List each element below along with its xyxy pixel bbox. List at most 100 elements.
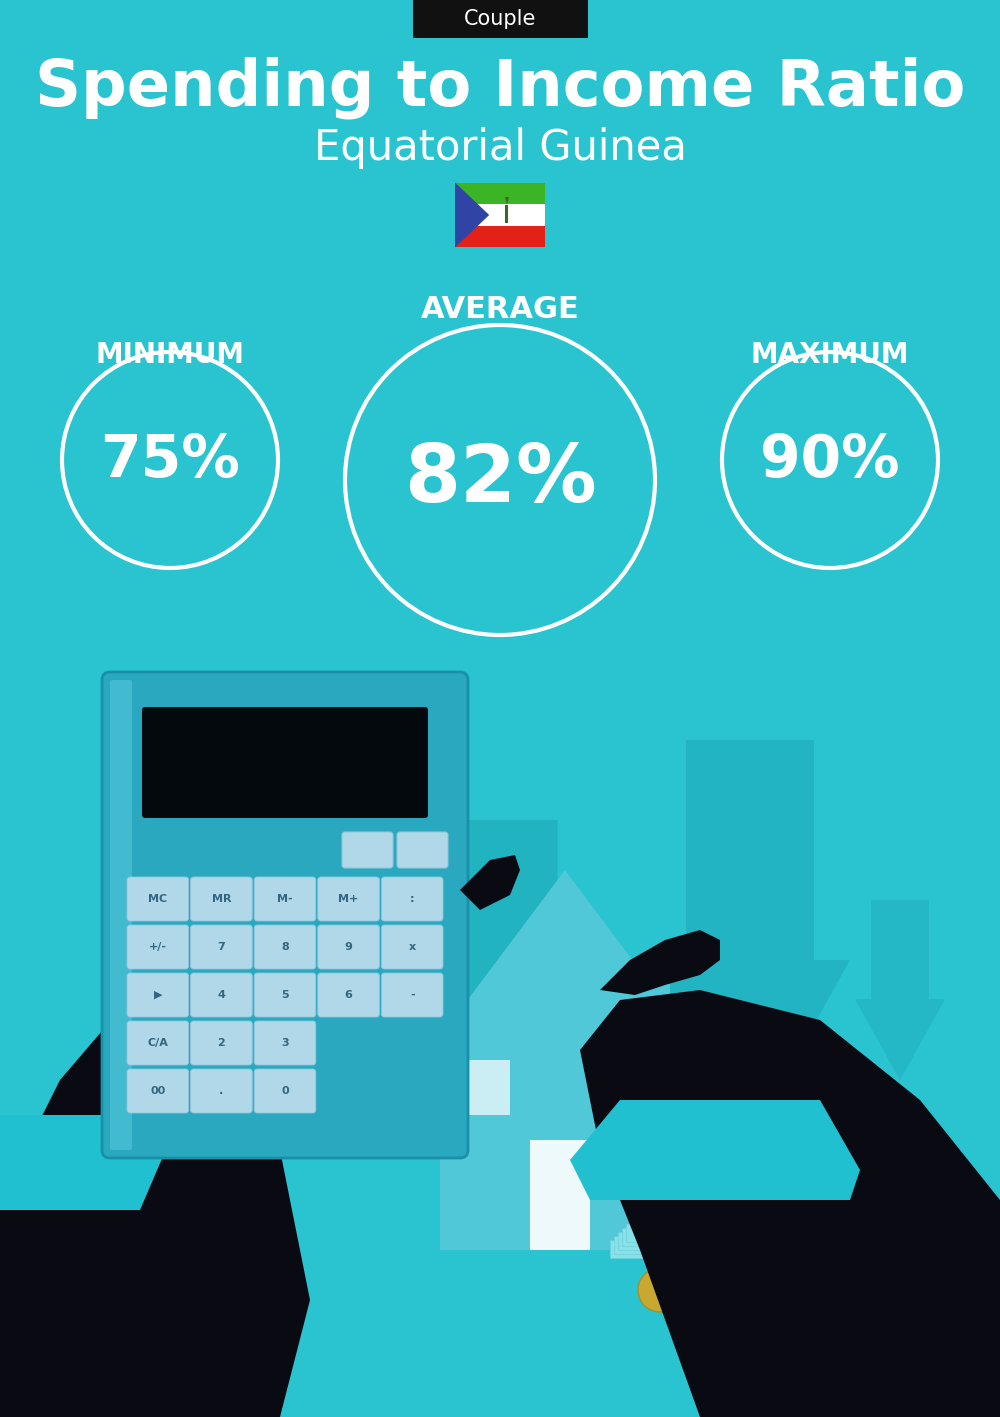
Bar: [145, 710, 425, 720]
Circle shape: [700, 1280, 730, 1309]
Bar: [145, 752, 425, 762]
FancyBboxPatch shape: [102, 672, 468, 1158]
Bar: [455, 204, 545, 225]
Text: Equatorial Guinea: Equatorial Guinea: [314, 128, 686, 169]
Bar: [413, 0, 588, 38]
FancyBboxPatch shape: [127, 973, 189, 1017]
Polygon shape: [410, 820, 590, 1129]
Text: 2: 2: [218, 1039, 225, 1049]
FancyBboxPatch shape: [254, 1068, 316, 1112]
Text: Spending to Income Ratio: Spending to Income Ratio: [35, 57, 965, 119]
Text: 7: 7: [218, 942, 225, 952]
Bar: [145, 731, 425, 741]
FancyBboxPatch shape: [397, 832, 448, 869]
Text: 82%: 82%: [404, 441, 596, 519]
Polygon shape: [505, 197, 509, 205]
Polygon shape: [580, 990, 1000, 1417]
Bar: [622, 1229, 782, 1246]
Text: 75%: 75%: [100, 432, 240, 489]
Text: Couple: Couple: [464, 9, 536, 28]
FancyBboxPatch shape: [254, 973, 316, 1017]
FancyBboxPatch shape: [318, 973, 379, 1017]
Text: MR: MR: [212, 894, 231, 904]
Text: 9: 9: [345, 942, 353, 952]
Ellipse shape: [640, 1119, 750, 1240]
Text: .: .: [219, 1085, 224, 1095]
Text: 00: 00: [150, 1085, 165, 1095]
Bar: [530, 1141, 590, 1250]
Text: M-: M-: [277, 894, 293, 904]
Text: MC: MC: [148, 894, 167, 904]
Ellipse shape: [788, 1124, 832, 1156]
Ellipse shape: [720, 1135, 900, 1325]
Circle shape: [672, 1282, 708, 1318]
FancyBboxPatch shape: [110, 680, 132, 1151]
Text: 6: 6: [345, 990, 353, 1000]
Polygon shape: [460, 854, 520, 910]
Polygon shape: [120, 945, 275, 1024]
Bar: [610, 1240, 770, 1258]
Bar: [145, 774, 425, 784]
Text: -: -: [410, 990, 415, 1000]
Circle shape: [638, 1268, 682, 1312]
Bar: [145, 794, 425, 805]
Text: C/A: C/A: [147, 1039, 168, 1049]
Text: 5: 5: [281, 990, 289, 1000]
Polygon shape: [0, 1000, 310, 1417]
FancyBboxPatch shape: [127, 925, 189, 969]
Bar: [145, 805, 425, 815]
FancyBboxPatch shape: [127, 877, 189, 921]
Text: 0: 0: [281, 1085, 289, 1095]
FancyBboxPatch shape: [318, 877, 379, 921]
Text: MINIMUM: MINIMUM: [96, 341, 244, 368]
Polygon shape: [650, 740, 850, 1141]
Text: MAXIMUM: MAXIMUM: [751, 341, 909, 368]
FancyBboxPatch shape: [381, 973, 443, 1017]
FancyBboxPatch shape: [342, 832, 393, 869]
Bar: [640, 971, 670, 1056]
Ellipse shape: [680, 1110, 710, 1131]
FancyBboxPatch shape: [254, 925, 316, 969]
Text: 4: 4: [217, 990, 225, 1000]
Bar: [145, 741, 425, 752]
FancyBboxPatch shape: [318, 925, 379, 969]
Text: $: $: [684, 1170, 706, 1200]
Text: 3: 3: [281, 1039, 289, 1049]
FancyBboxPatch shape: [127, 1022, 189, 1066]
FancyBboxPatch shape: [191, 925, 252, 969]
FancyBboxPatch shape: [381, 925, 443, 969]
FancyBboxPatch shape: [254, 877, 316, 921]
Polygon shape: [0, 1115, 170, 1210]
FancyBboxPatch shape: [191, 1022, 252, 1066]
Bar: [145, 784, 425, 794]
Bar: [455, 225, 545, 248]
Text: x: x: [409, 942, 416, 952]
Bar: [618, 1231, 778, 1250]
Text: +/-: +/-: [149, 942, 167, 952]
Bar: [145, 762, 425, 774]
FancyBboxPatch shape: [191, 1068, 252, 1112]
Bar: [440, 1050, 690, 1250]
FancyBboxPatch shape: [142, 707, 428, 818]
Text: 8: 8: [281, 942, 289, 952]
FancyBboxPatch shape: [127, 1068, 189, 1112]
FancyBboxPatch shape: [254, 1022, 316, 1066]
Text: 90%: 90%: [760, 432, 900, 489]
Polygon shape: [855, 900, 945, 1080]
FancyBboxPatch shape: [191, 877, 252, 921]
Text: M+: M+: [338, 894, 359, 904]
Text: :: :: [410, 894, 414, 904]
Bar: [505, 205, 508, 222]
Text: AVERAGE: AVERAGE: [421, 296, 579, 324]
Polygon shape: [570, 1100, 860, 1200]
Text: ▶: ▶: [154, 990, 162, 1000]
Polygon shape: [600, 930, 720, 995]
Polygon shape: [455, 183, 489, 248]
Bar: [614, 1236, 774, 1254]
FancyBboxPatch shape: [381, 877, 443, 921]
Bar: [460, 1060, 510, 1115]
FancyBboxPatch shape: [191, 973, 252, 1017]
Bar: [455, 183, 545, 204]
Bar: [145, 720, 425, 731]
Text: $: $: [792, 1212, 828, 1264]
